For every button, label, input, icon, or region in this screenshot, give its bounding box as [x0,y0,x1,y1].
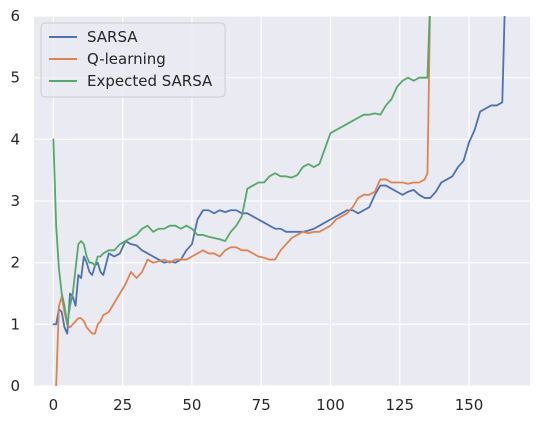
legend-label-sarsa: SARSA [87,28,138,46]
y-tick-label: 3 [10,192,20,210]
y-tick-label: 0 [10,377,20,395]
x-tick-label: 0 [49,396,59,414]
y-tick-label: 2 [10,254,20,272]
x-tick-label: 125 [385,396,414,414]
x-tick-label: 25 [113,396,132,414]
legend-box [40,22,226,98]
legend: SARSA Q-learning Expected SARSA [40,22,226,98]
y-tick-label: 4 [10,130,20,148]
x-tick-label: 50 [182,396,201,414]
series-group [52,16,506,386]
x-tick-label: 100 [316,396,345,414]
series-line-q-learning [55,16,431,386]
legend-label-expected-sarsa: Expected SARSA [87,72,213,90]
x-tick-label: 150 [455,396,484,414]
legend-label-q-learning: Q-learning [87,50,166,68]
x-tick-label: 75 [252,396,271,414]
tick-labels: 0 25 50 75 100 125 150 0 1 2 3 4 5 6 [10,7,483,414]
y-tick-label: 5 [10,69,20,87]
y-tick-label: 6 [10,7,20,25]
series-line-expected-sarsa [52,16,431,326]
y-tick-label: 1 [10,315,20,333]
